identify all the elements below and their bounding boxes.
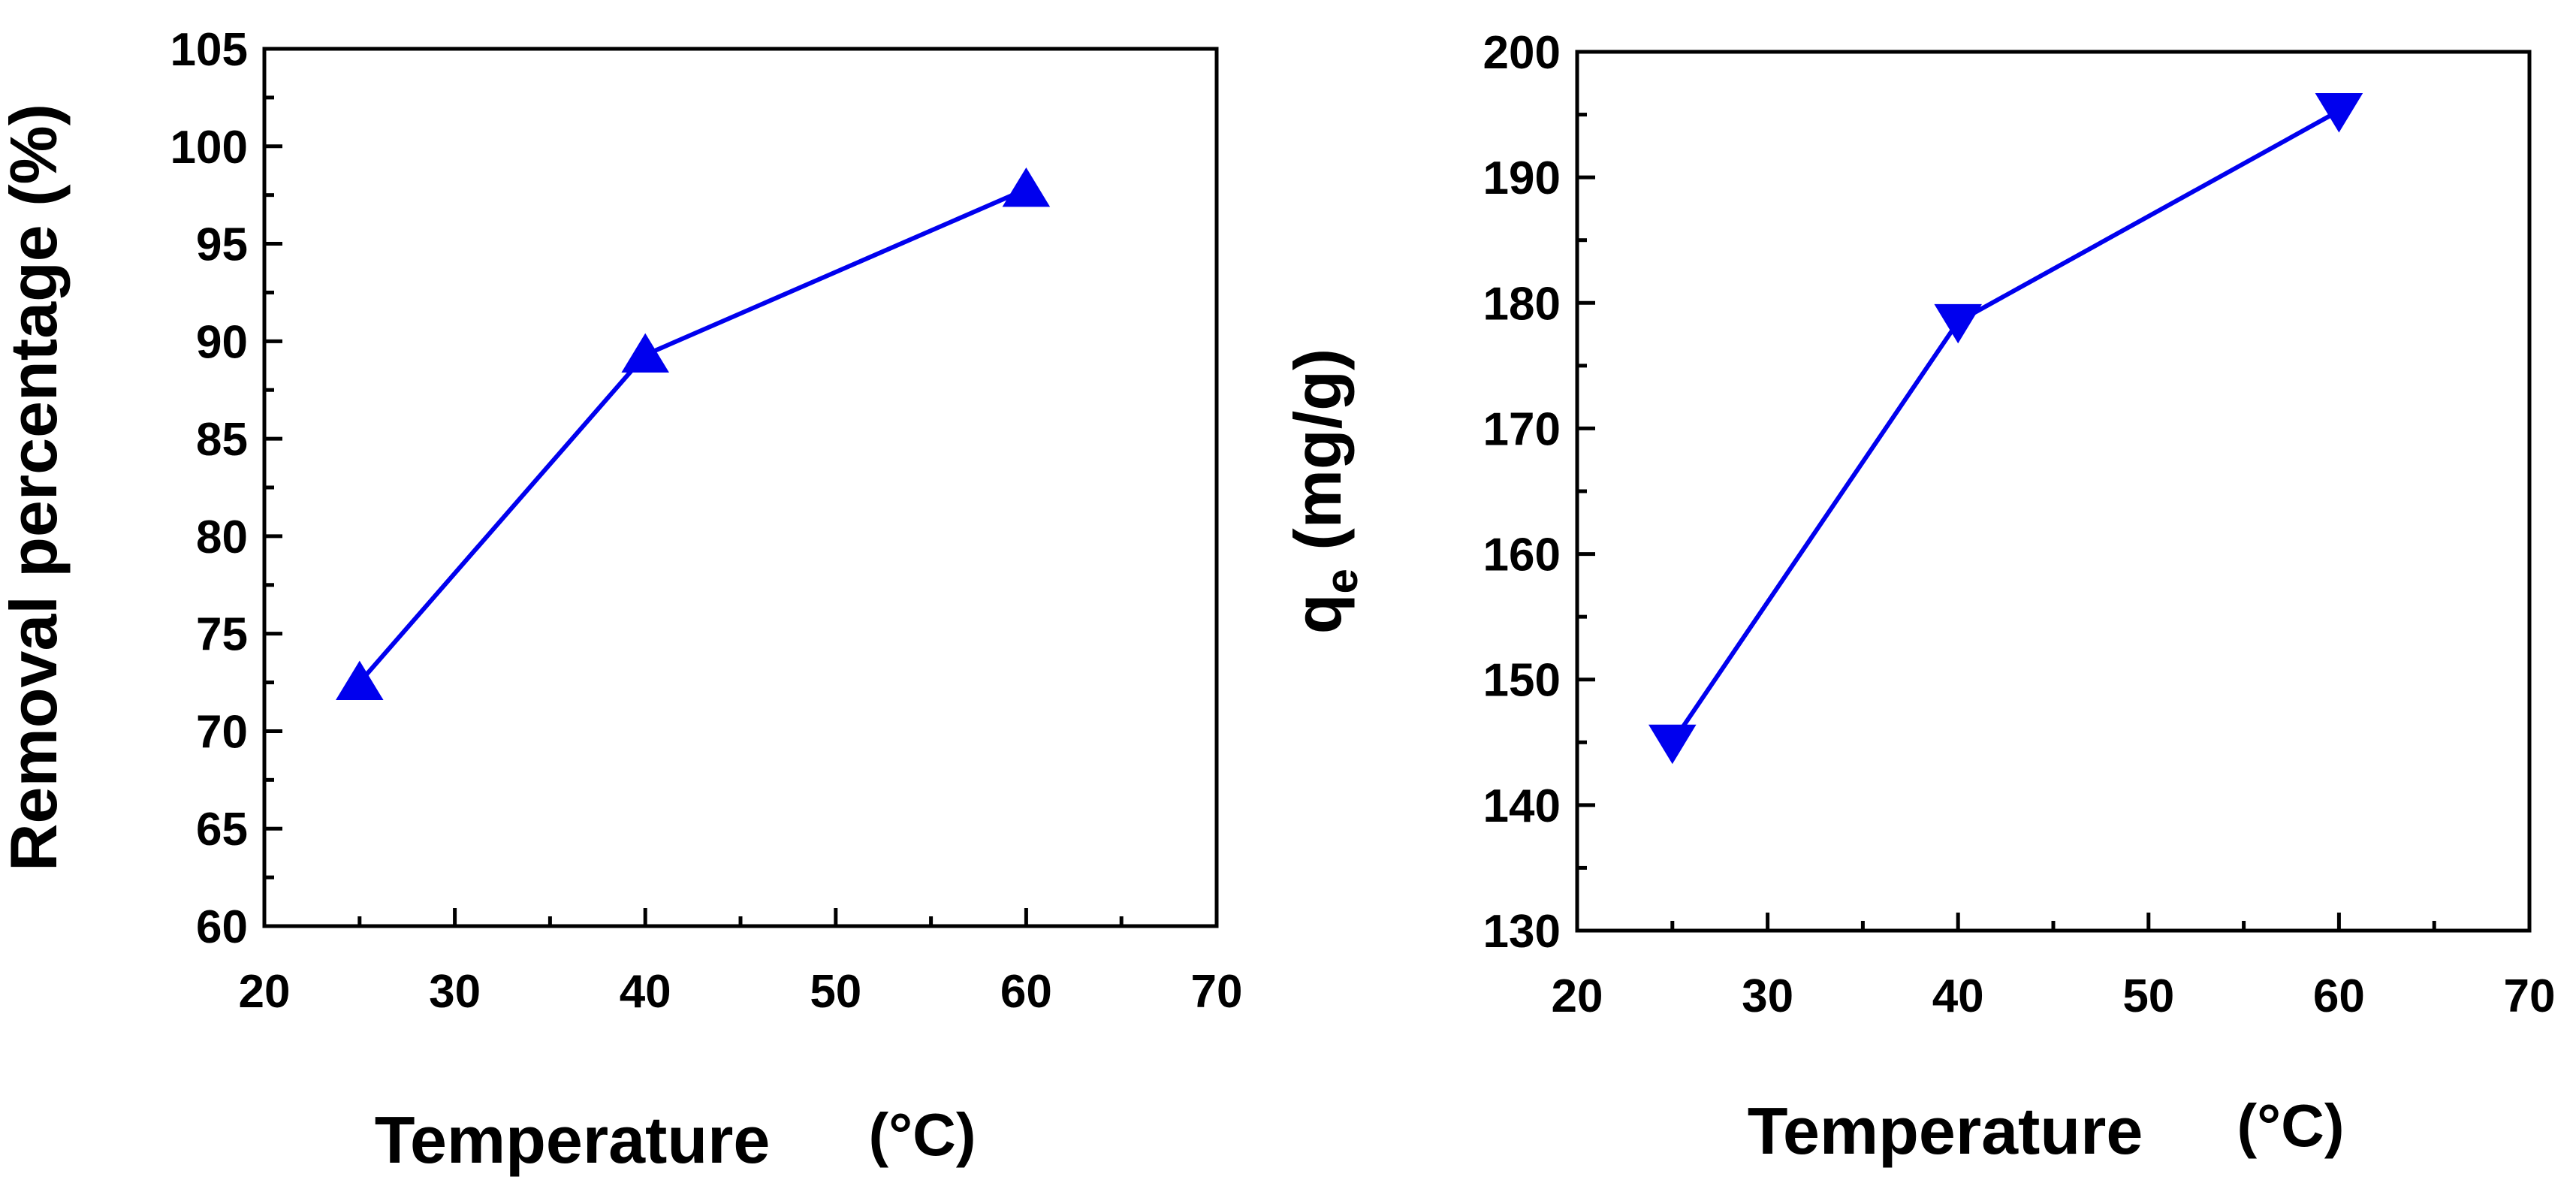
x-tick-label: 40 <box>620 966 671 1018</box>
y-tick-label: 85 <box>196 414 248 466</box>
data-point-marker <box>2315 93 2363 133</box>
y-tick-label: 200 <box>1483 27 1561 79</box>
y-tick-labels: 130 140 150 160 170 180 190 200 <box>1483 27 1561 958</box>
tick-marks <box>1575 50 2532 933</box>
y-axis-title-unit: (mg/g) <box>1280 349 1355 569</box>
x-axis-title: Temperature <box>1748 1094 2143 1168</box>
y-tick-label: 60 <box>196 901 248 953</box>
y-axis-title: qe (mg/g) <box>1280 349 1367 634</box>
x-axis-title: Temperature <box>375 1103 771 1177</box>
y-tick-label: 75 <box>196 609 248 661</box>
y-tick-label: 130 <box>1483 906 1561 958</box>
x-tick-labels: 20 30 40 50 60 70 <box>1552 970 2556 1022</box>
x-axis-unit: (°C) <box>868 1101 976 1168</box>
y-tick-label: 190 <box>1483 152 1561 204</box>
data-point-marker <box>1648 724 1697 765</box>
tick-marks <box>262 47 1219 928</box>
x-tick-label: 30 <box>1742 970 1793 1022</box>
series-line <box>357 187 1027 684</box>
data-point-marker <box>1934 303 1982 344</box>
x-tick-label: 60 <box>2313 970 2365 1022</box>
x-tick-label: 50 <box>2122 970 2174 1022</box>
plot-frame <box>1575 50 2532 933</box>
x-tick-label: 30 <box>429 966 481 1018</box>
x-tick-label: 70 <box>2504 970 2556 1022</box>
y-tick-labels: 60 65 70 75 80 85 90 95 100 105 <box>170 24 248 953</box>
y-tick-label: 95 <box>196 219 248 271</box>
chart-qe: 130 140 150 160 170 180 190 200 20 30 40 50 60 70 qe… <box>1280 27 2555 1168</box>
data-point-marker <box>336 660 384 701</box>
y-tick-label: 150 <box>1483 655 1561 707</box>
y-tick-label: 105 <box>170 24 248 76</box>
data-point-marker <box>1002 167 1051 207</box>
data-series <box>1648 93 2363 765</box>
y-tick-label: 140 <box>1483 780 1561 832</box>
y-tick-label: 80 <box>196 511 248 563</box>
y-tick-label: 90 <box>196 316 248 368</box>
y-tick-label: 100 <box>170 122 248 174</box>
y-tick-label: 180 <box>1483 278 1561 330</box>
series-line <box>1670 108 2340 744</box>
data-series <box>336 167 1051 701</box>
x-tick-label: 20 <box>1552 970 1603 1022</box>
x-tick-label: 60 <box>1000 966 1052 1018</box>
data-point-marker <box>621 333 669 373</box>
chart-removal-percentage: 60 65 70 75 80 85 90 95 100 105 20 30 40 50 60 70 Remo… <box>0 24 1242 1177</box>
x-tick-label: 20 <box>239 966 291 1018</box>
x-tick-label: 50 <box>810 966 861 1018</box>
y-tick-label: 170 <box>1483 403 1561 455</box>
x-tick-label: 70 <box>1191 966 1243 1018</box>
y-axis-title-subscript: e <box>1317 569 1367 593</box>
y-axis-title: Removal percentage (%) <box>0 104 71 871</box>
y-tick-label: 70 <box>196 706 248 758</box>
plot-frame <box>262 47 1219 928</box>
x-axis-unit: (°C) <box>2237 1092 2344 1159</box>
y-axis-title-main: q <box>1280 593 1355 634</box>
x-tick-label: 40 <box>1932 970 1984 1022</box>
y-tick-label: 65 <box>196 804 248 856</box>
y-tick-label: 160 <box>1483 530 1561 581</box>
x-tick-labels: 20 30 40 50 60 70 <box>239 966 1243 1018</box>
